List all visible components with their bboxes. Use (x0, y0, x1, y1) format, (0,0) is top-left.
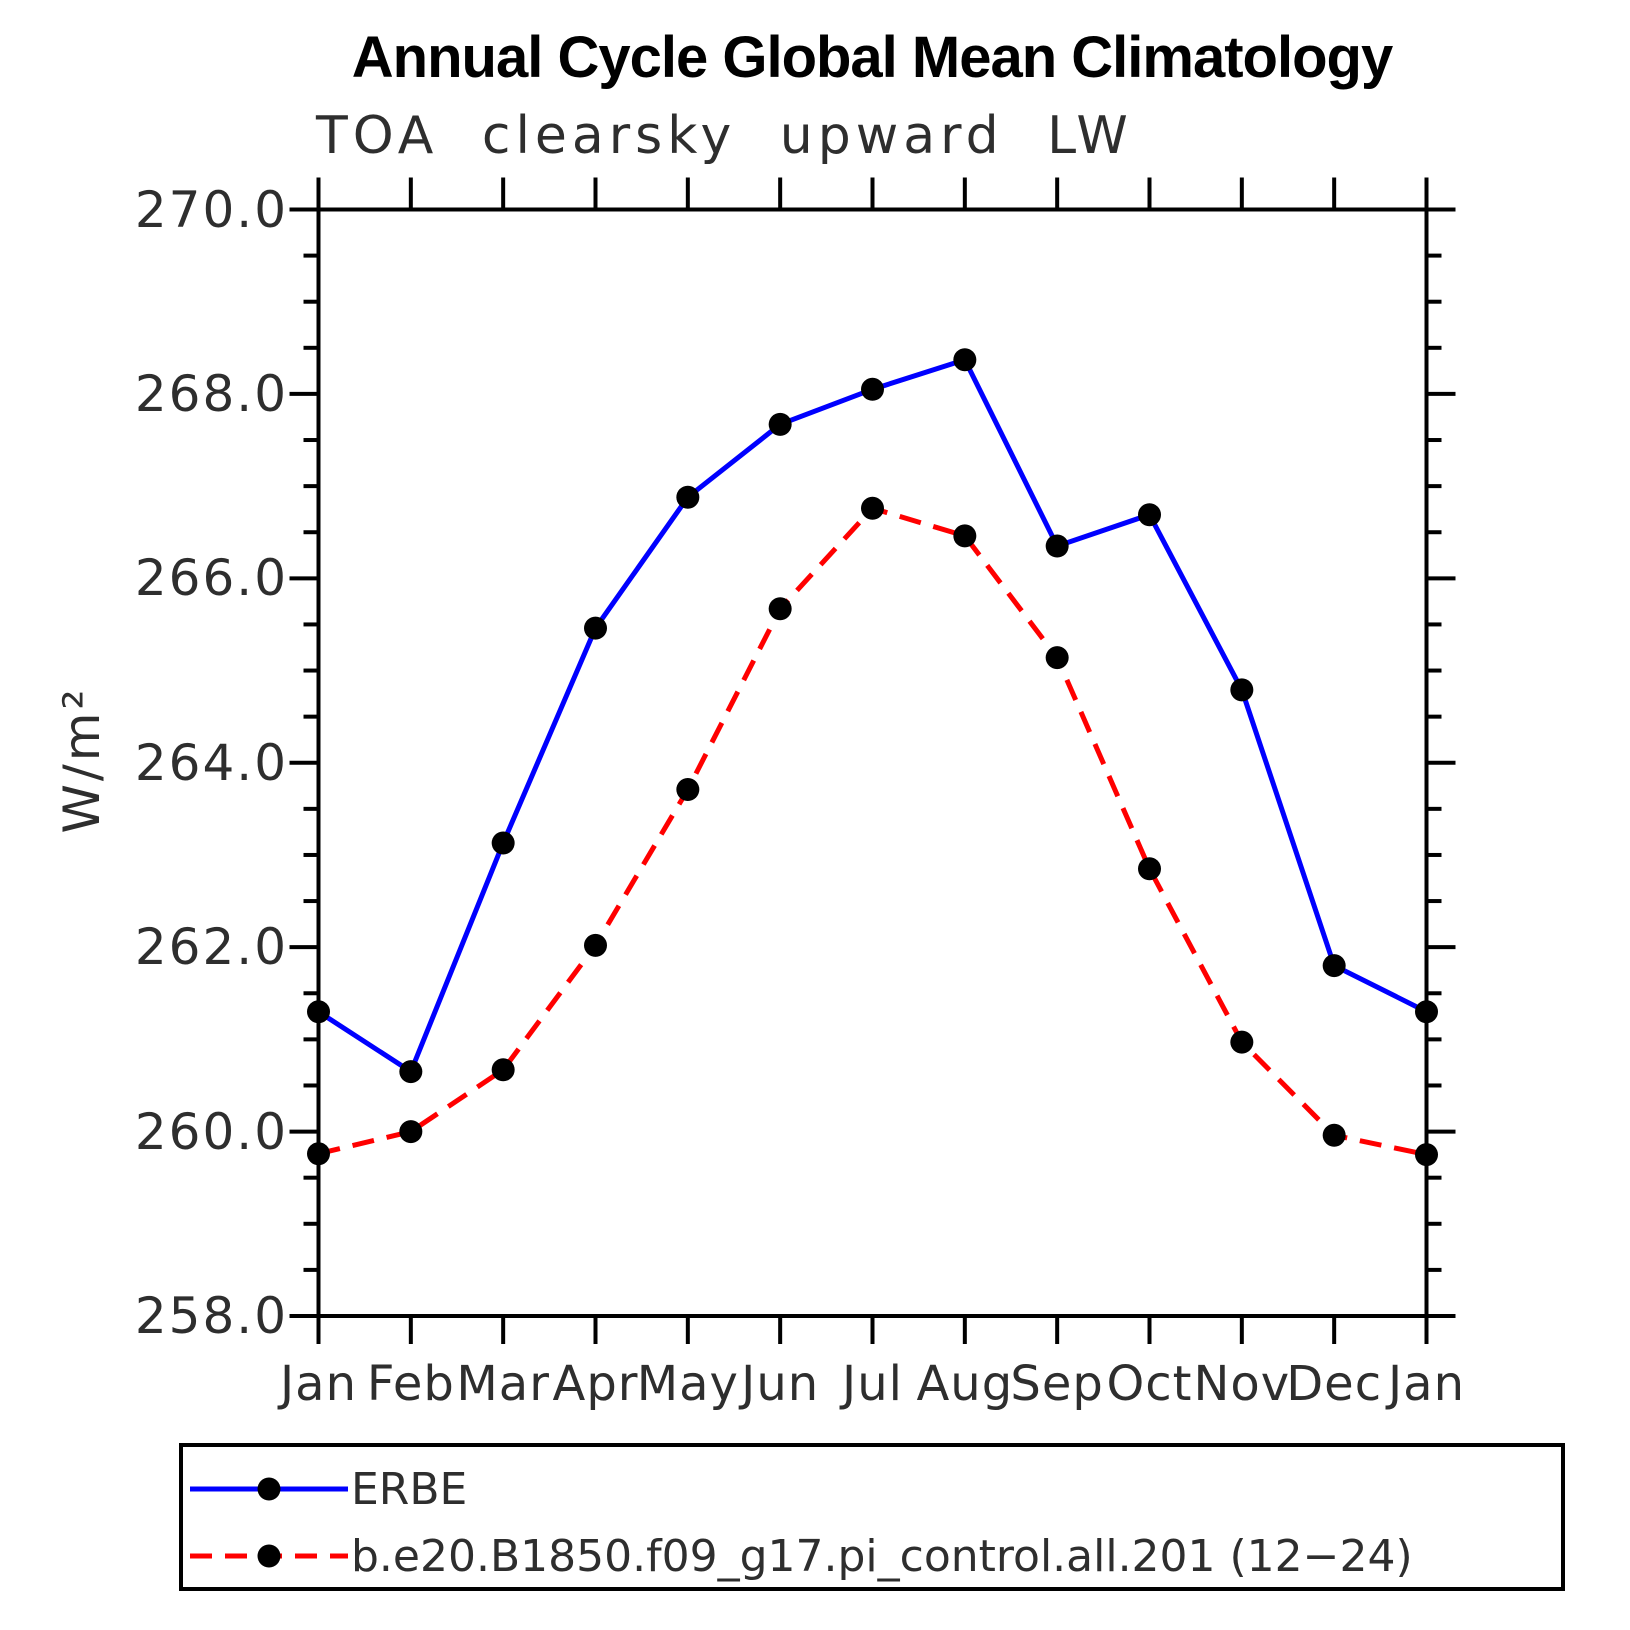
data-point-marker (399, 1060, 423, 1084)
y-tick-label: 268.0 (134, 364, 288, 423)
data-point-marker (1415, 1000, 1438, 1024)
legend: ERBE b.e20.B1850.f09_g17.pi_control.all.… (179, 1443, 1565, 1591)
legend-item-model: b.e20.B1850.f09_g17.pi_control.all.201 (… (187, 1525, 1413, 1587)
data-point-marker (1045, 646, 1069, 670)
data-point-marker (676, 777, 700, 801)
x-tick-label: May (636, 1356, 739, 1412)
plot-frame (316, 207, 1429, 1318)
x-tick-label: Jul (842, 1356, 903, 1412)
y-tick-label: 262.0 (134, 918, 288, 977)
y-tick-label: 260.0 (134, 1102, 288, 1161)
data-point-marker (1322, 1123, 1346, 1147)
x-tick-label: Aug (916, 1356, 1014, 1412)
data-point-marker (491, 1058, 515, 1082)
data-point-marker (953, 348, 977, 372)
data-point-marker (768, 597, 792, 621)
legend-label-model: b.e20.B1850.f09_g17.pi_control.all.201 (… (351, 1530, 1413, 1582)
series-line (317, 356, 1428, 1076)
data-point-marker (861, 496, 884, 520)
data-point-marker (1230, 1030, 1254, 1054)
y-tick-label: 266.0 (134, 549, 288, 608)
data-point-marker (1138, 857, 1161, 881)
y-tick-label: 270.0 (134, 180, 288, 239)
x-tick-label: Mar (456, 1356, 550, 1412)
data-point-marker (307, 1000, 330, 1024)
x-tick-label: Nov (1193, 1356, 1291, 1412)
data-point-marker (584, 616, 607, 640)
data-point-marker (1415, 1143, 1438, 1167)
y-tick-label: 258.0 (134, 1287, 288, 1345)
data-point-marker (1138, 503, 1161, 527)
x-tick-label: Jan (280, 1356, 357, 1412)
legend-sample-erbe-line (190, 1477, 348, 1501)
x-tick-label: Jun (741, 1356, 820, 1412)
data-point-marker (307, 1142, 330, 1166)
legend-marker-dot (257, 1544, 281, 1568)
data-point-marker (584, 933, 607, 957)
x-tick-label: Oct (1106, 1356, 1193, 1412)
legend-marker-dot (257, 1477, 281, 1501)
series-line (317, 505, 1428, 1158)
data-point-marker (1230, 678, 1254, 702)
series-erbe (307, 348, 1438, 1084)
series-model (307, 496, 1438, 1167)
legend-label-erbe: ERBE (351, 1463, 468, 1515)
data-point-marker (1322, 954, 1346, 978)
legend-item-erbe: ERBE (187, 1458, 467, 1520)
x-tick-label: Feb (366, 1356, 455, 1412)
data-point-marker (676, 485, 700, 509)
x-tick-label: Dec (1286, 1356, 1383, 1412)
x-tick-label: Sep (1010, 1356, 1104, 1412)
y-tick-label: 264.0 (134, 733, 288, 792)
data-point-marker (491, 831, 515, 855)
x-tick-label: Apr (552, 1356, 639, 1412)
data-point-marker (953, 524, 977, 548)
x-tick-label: Jan (1388, 1356, 1465, 1412)
legend-sample-model-line (190, 1544, 348, 1568)
data-point-marker (1045, 534, 1069, 558)
data-point-marker (768, 412, 792, 436)
data-point-marker (399, 1120, 423, 1144)
data-point-marker (861, 377, 884, 401)
chart-title: Annual Cycle Global Mean Climatology (351, 25, 1393, 90)
chart-subtitle: TOA clearsky upward LW (316, 106, 1133, 166)
